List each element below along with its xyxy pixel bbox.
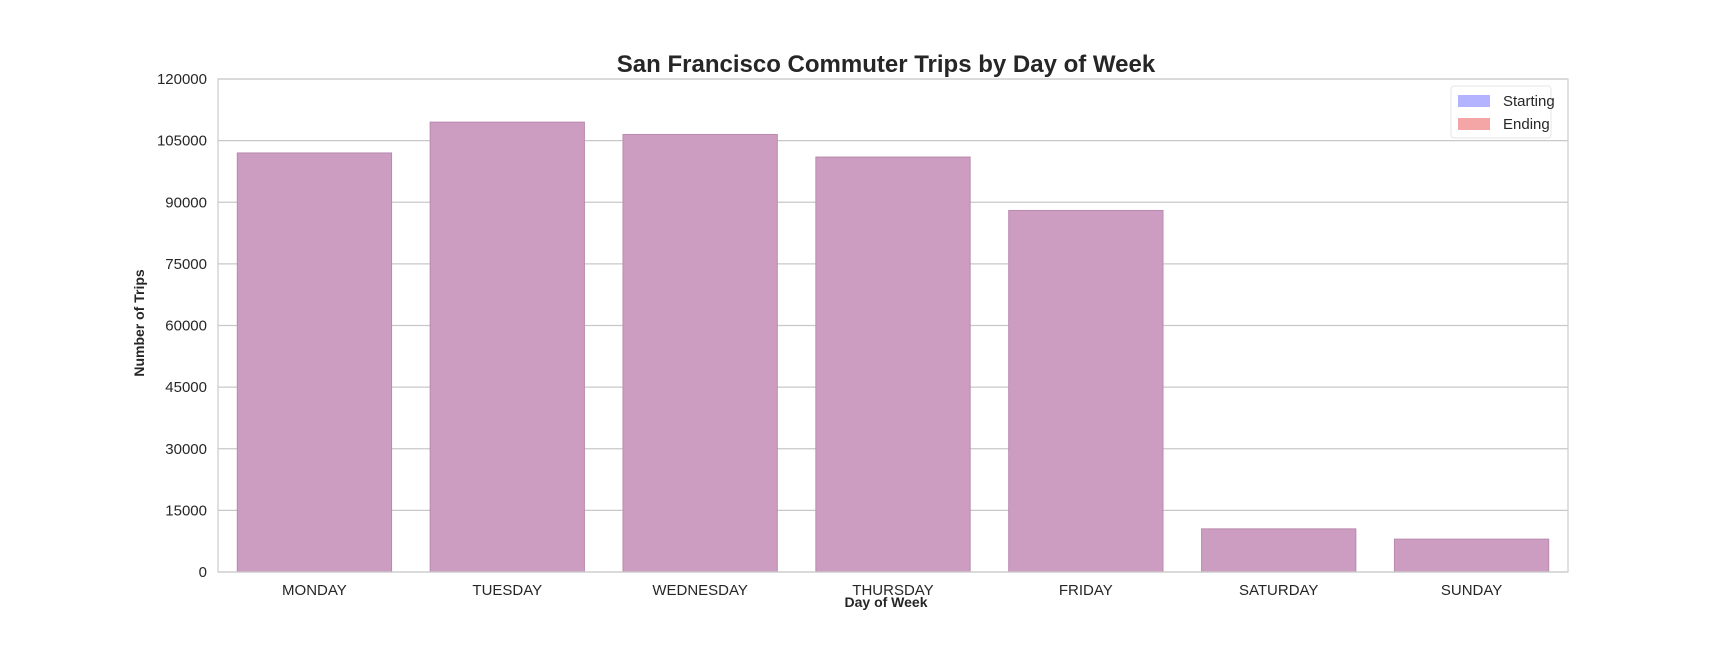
legend-label-starting: Starting [1503, 93, 1555, 110]
bar-overlap-friday [1008, 209, 1164, 573]
y-tick-label: 30000 [165, 441, 207, 458]
legend-swatch-starting [1458, 95, 1490, 107]
legend: Starting Ending [1450, 85, 1555, 139]
y-tick-label: 15000 [165, 502, 207, 519]
x-tick-label: FRIDAY [1059, 582, 1113, 599]
y-tick-label: 75000 [165, 256, 207, 273]
y-tick-label: 120000 [157, 71, 207, 88]
x-tick-labels: MONDAY TUESDAY WEDNESDAY THURSDAY FRIDAY SATU… [282, 582, 1502, 599]
bars [236, 121, 1550, 573]
bar-overlap-wednesday [622, 133, 778, 573]
bar-overlap-monday [236, 152, 393, 573]
bar-overlap-thursday [815, 156, 971, 573]
x-tick-label: TUESDAY [472, 582, 542, 599]
bar-overlap-saturday [1201, 528, 1357, 573]
x-tick-label: SATURDAY [1239, 582, 1318, 599]
x-tick-label: WEDNESDAY [652, 582, 748, 599]
x-tick-label: SUNDAY [1441, 582, 1502, 599]
bar-overlap-tuesday [429, 121, 585, 573]
bar-overlap-sunday [1393, 538, 1550, 573]
x-tick-label: MONDAY [282, 582, 347, 599]
plot-frame [217, 78, 1569, 573]
chart-title: San Francisco Commuter Trips by Day of W… [617, 51, 1156, 78]
y-tick-label: 105000 [157, 133, 207, 150]
x-axis-label: Day of Week [845, 594, 928, 610]
y-axis-label: Number of Trips [131, 269, 147, 377]
y-tick-label: 60000 [165, 318, 207, 335]
y-tick-labels: 0 15000 30000 45000 60000 75000 90000 105000 120… [157, 71, 207, 581]
y-tick-label: 0 [199, 564, 207, 581]
legend-swatch-ending [1458, 118, 1490, 130]
x-tick-label: THURSDAY [852, 582, 933, 599]
y-tick-label: 90000 [165, 194, 207, 211]
legend-label-ending: Ending [1503, 116, 1550, 133]
y-tick-label: 45000 [165, 379, 207, 396]
